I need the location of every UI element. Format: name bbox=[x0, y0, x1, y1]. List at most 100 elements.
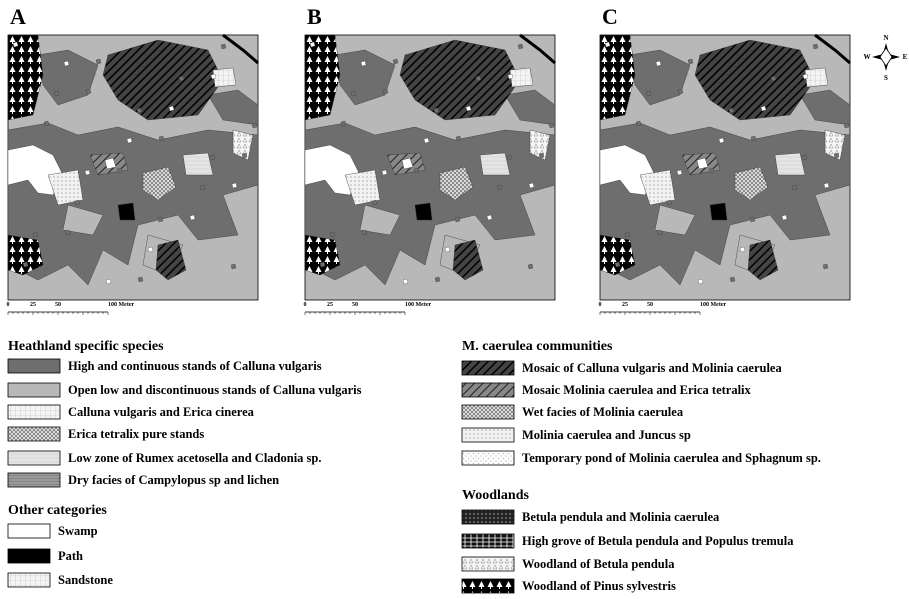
small-patch bbox=[456, 136, 461, 141]
small-patch bbox=[434, 108, 439, 113]
maps: A02550100 MeterB02550100 MeterC02550100 … bbox=[7, 4, 851, 315]
legend-item: Path bbox=[58, 549, 83, 563]
legend-swatch bbox=[8, 524, 50, 538]
small-patch bbox=[75, 200, 80, 205]
legend-item: Woodland of Betula pendula bbox=[522, 557, 675, 571]
legend-swatch bbox=[8, 359, 60, 373]
legend-section-title: Heathland specific species bbox=[8, 339, 164, 354]
legend-item: Low zone of Rumex acetosella and Cladoni… bbox=[68, 451, 321, 465]
figure: A02550100 MeterB02550100 MeterC02550100 … bbox=[0, 0, 909, 599]
small-patch bbox=[750, 217, 755, 222]
small-patch bbox=[824, 183, 829, 188]
small-patch bbox=[508, 74, 513, 79]
small-patch bbox=[813, 44, 818, 49]
small-patch bbox=[138, 277, 143, 282]
legend-item: Mosaic Molinia caerulea and Erica tetral… bbox=[522, 383, 752, 397]
small-patch bbox=[211, 74, 216, 79]
map bbox=[8, 35, 258, 300]
legend-swatch bbox=[8, 405, 60, 419]
legend-item: Woodland of Pinus sylvestris bbox=[522, 579, 676, 593]
small-patch bbox=[54, 91, 59, 96]
legend-item: Temporary pond of Molinia caerulea and S… bbox=[522, 451, 821, 465]
small-patch bbox=[605, 42, 610, 47]
small-patch bbox=[65, 230, 70, 235]
legend-item: Open low and discontinuous stands of Cal… bbox=[68, 383, 362, 397]
small-patch bbox=[657, 230, 662, 235]
small-patch bbox=[761, 106, 766, 111]
small-patch bbox=[751, 136, 756, 141]
small-patch bbox=[549, 123, 554, 128]
small-patch bbox=[487, 215, 492, 220]
small-patch bbox=[231, 264, 236, 269]
legend-item: Mosaic of Calluna vulgaris and Molinia c… bbox=[522, 361, 782, 375]
scale-label: 50 bbox=[55, 302, 61, 308]
small-patch bbox=[834, 153, 839, 158]
scale-label: 100 Meter bbox=[700, 302, 726, 308]
vegetation-patch bbox=[710, 203, 727, 220]
legend-swatch bbox=[8, 549, 50, 563]
small-patch bbox=[23, 262, 28, 267]
map bbox=[305, 35, 555, 300]
small-patch bbox=[310, 42, 315, 47]
small-patch bbox=[361, 61, 366, 66]
scale-label: 0 bbox=[599, 302, 602, 308]
compass-s: S bbox=[884, 74, 888, 82]
small-patch bbox=[424, 138, 429, 143]
legend-swatch bbox=[8, 383, 60, 397]
small-patch bbox=[330, 232, 335, 237]
legend-section-title: Other categories bbox=[8, 503, 107, 518]
legend-item: High grove of Betula pendula and Populus… bbox=[522, 534, 794, 548]
small-patch bbox=[232, 183, 237, 188]
small-patch bbox=[44, 121, 49, 126]
small-patch bbox=[96, 59, 101, 64]
legend-item: Sandstone bbox=[58, 573, 113, 587]
small-patch bbox=[351, 91, 356, 96]
small-patch bbox=[677, 170, 682, 175]
small-patch bbox=[803, 74, 808, 79]
small-patch bbox=[667, 200, 672, 205]
small-patch bbox=[435, 277, 440, 282]
small-patch bbox=[252, 123, 257, 128]
vegetation-patch bbox=[510, 68, 533, 87]
small-patch bbox=[625, 232, 630, 237]
small-patch bbox=[615, 262, 620, 267]
scale-label: 100 Meter bbox=[108, 302, 134, 308]
small-patch bbox=[539, 153, 544, 158]
panel-label: A bbox=[10, 4, 26, 29]
small-patch bbox=[393, 59, 398, 64]
small-patch bbox=[636, 121, 641, 126]
scale-label: 25 bbox=[327, 302, 333, 308]
legend-swatch bbox=[462, 361, 514, 375]
small-patch bbox=[445, 247, 450, 252]
vegetation-patch bbox=[805, 68, 828, 87]
small-patch bbox=[529, 183, 534, 188]
small-patch bbox=[476, 76, 481, 81]
small-patch bbox=[782, 215, 787, 220]
small-patch bbox=[678, 89, 683, 94]
legend-section-title: Woodlands bbox=[462, 488, 529, 503]
compass-w: W bbox=[864, 53, 871, 61]
legend-swatch bbox=[462, 557, 514, 571]
small-patch bbox=[518, 44, 523, 49]
vegetation-patch bbox=[213, 68, 236, 87]
small-patch bbox=[137, 108, 142, 113]
legend-item: High and continuous stands of Calluna vu… bbox=[68, 359, 322, 373]
scale-label: 50 bbox=[647, 302, 653, 308]
vegetation-patch bbox=[118, 203, 135, 220]
legend-item: Molinia caerulea and Juncus sp bbox=[522, 428, 691, 442]
legend-item: Swamp bbox=[58, 524, 98, 538]
compass: N E S W bbox=[864, 34, 908, 82]
small-patch bbox=[403, 279, 408, 284]
small-patch bbox=[709, 168, 714, 173]
small-patch bbox=[466, 106, 471, 111]
legend-swatch bbox=[462, 428, 514, 442]
small-patch bbox=[200, 185, 205, 190]
small-patch bbox=[85, 170, 90, 175]
small-patch bbox=[33, 232, 38, 237]
scale-label: 100 Meter bbox=[405, 302, 431, 308]
small-patch bbox=[242, 153, 247, 158]
vegetation-patch bbox=[415, 203, 432, 220]
small-patch bbox=[341, 121, 346, 126]
